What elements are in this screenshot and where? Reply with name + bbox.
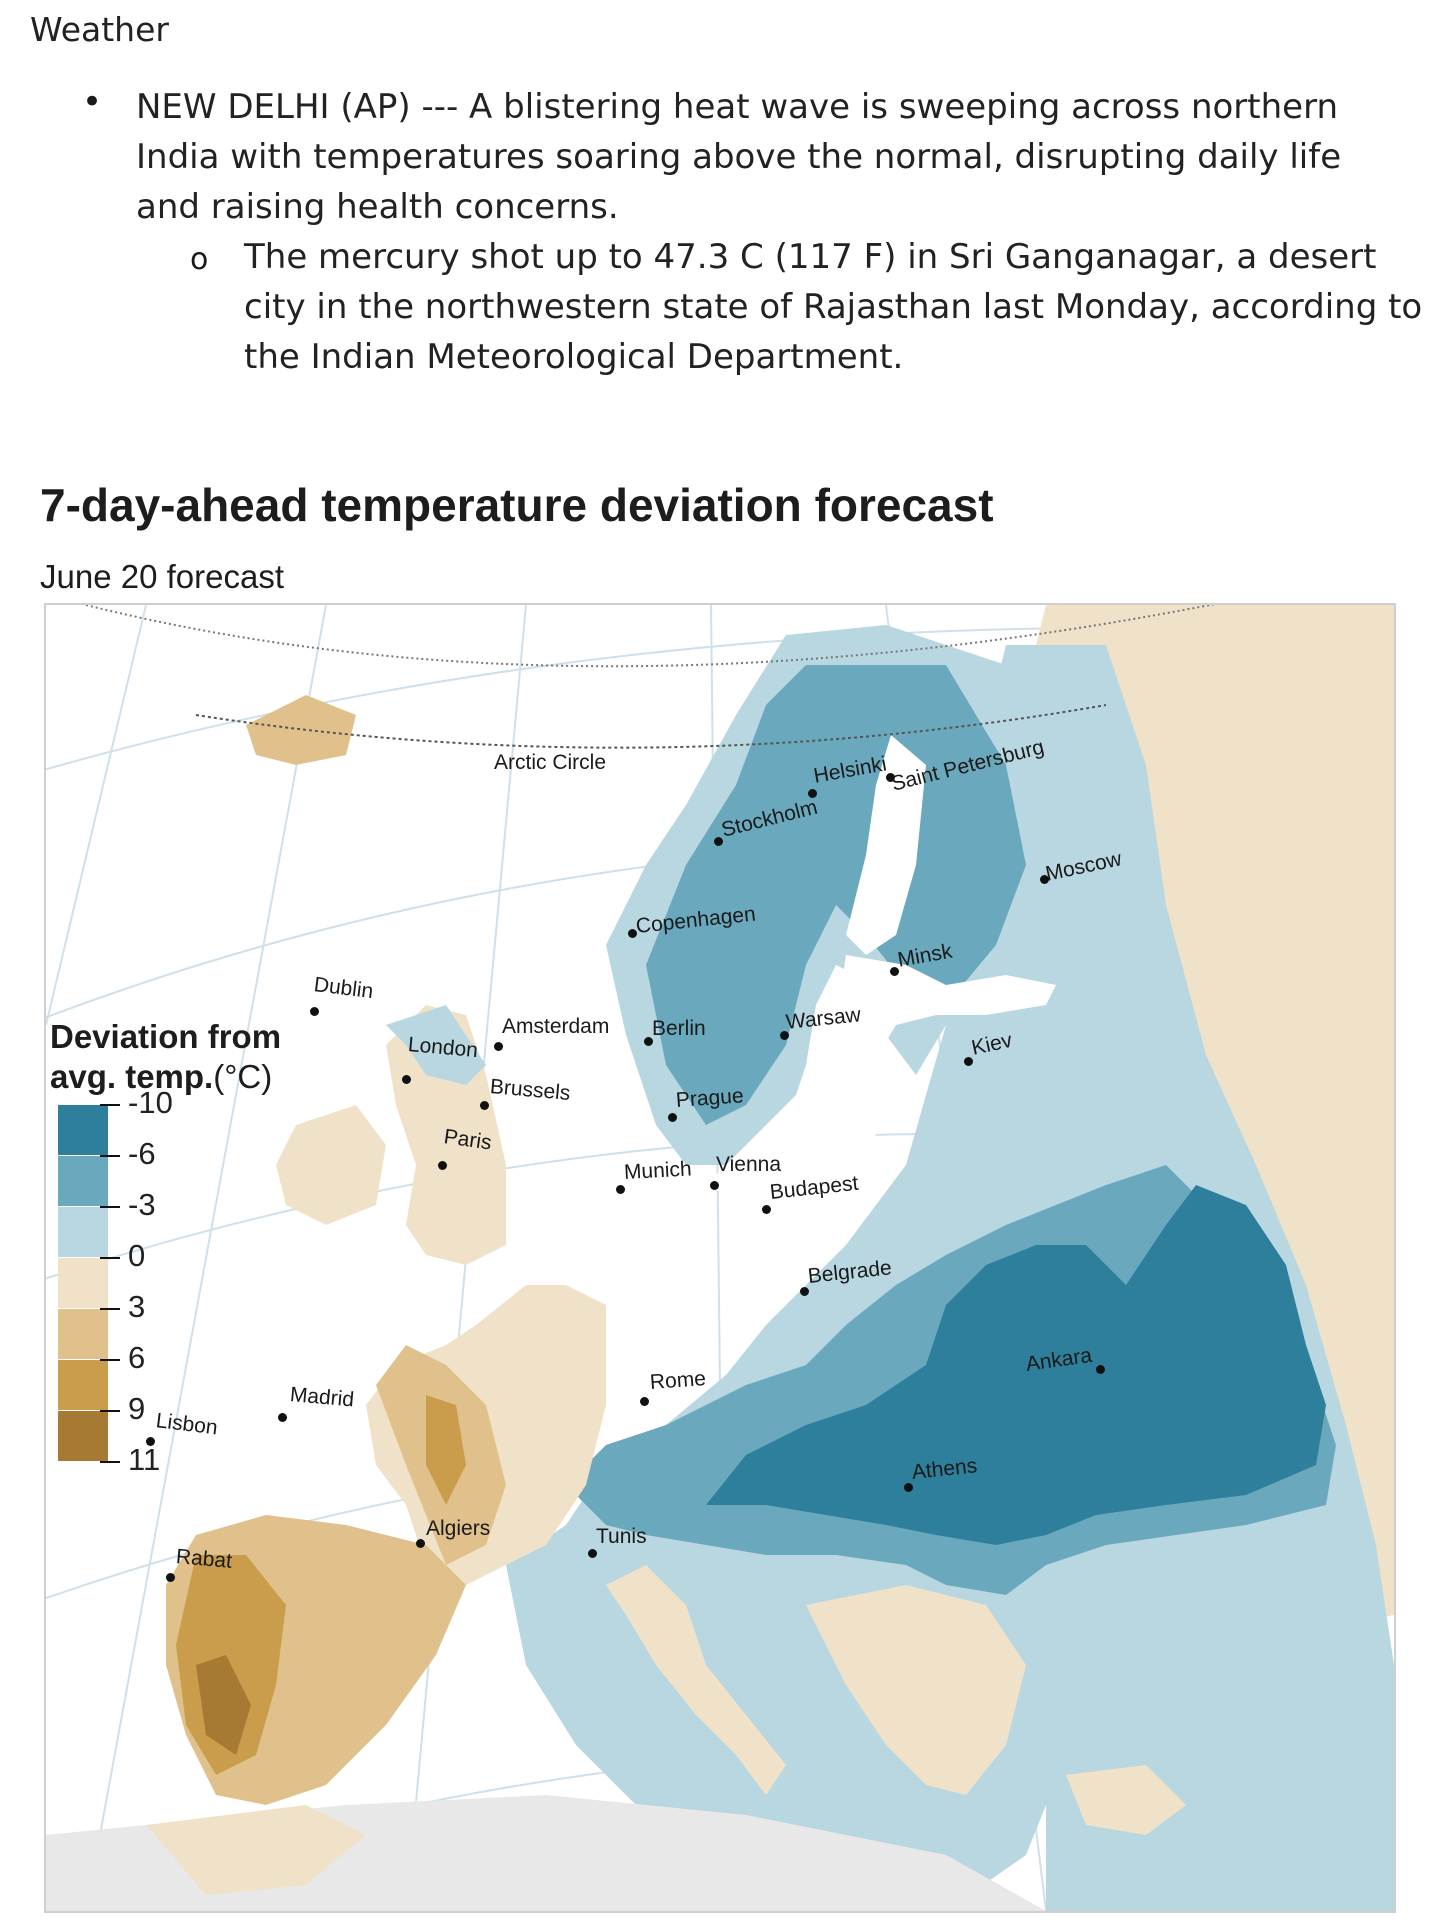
sub-bullet-marker: o	[190, 242, 209, 277]
italy	[606, 1565, 786, 1795]
baltic-sea	[706, 955, 1056, 1205]
city-label-amsterdam: Amsterdam	[502, 1015, 610, 1038]
legend-label: -6	[128, 1136, 156, 1171]
city-label-algiers: Algiers	[426, 1517, 491, 1540]
scandinavia-medium-blue	[646, 665, 1026, 1125]
legend-label: 0	[128, 1238, 146, 1273]
city-label-tunis: Tunis	[596, 1525, 647, 1548]
legend-swatch	[58, 1411, 108, 1461]
document-heading: Weather	[30, 10, 169, 49]
arctic-circle-label: Arctic Circle	[494, 751, 607, 774]
map-title: 7-day-ahead temperature deviation foreca…	[40, 479, 994, 531]
city-dot-berlin	[644, 1037, 653, 1046]
city-dot-belgrade	[800, 1287, 809, 1296]
bullet-text: NEW DELHI (AP) --- A blistering heat wav…	[136, 87, 1342, 227]
legend-label: 3	[128, 1289, 146, 1324]
legend-tick	[100, 1308, 120, 1310]
legend-title: Deviation from avg. temp.(°C)	[50, 1017, 281, 1097]
city-dot-madrid	[278, 1413, 287, 1422]
bullet-marker: •	[82, 82, 103, 122]
turkey-beige	[1066, 1765, 1186, 1835]
temperature-map: Arctic Circle Deviation from avg. temp.(…	[44, 603, 1396, 1913]
city-label-rome: Rome	[649, 1367, 707, 1394]
city-dot-saint-petersburg	[886, 773, 895, 782]
legend-tick	[100, 1359, 120, 1361]
city-label-berlin: Berlin	[652, 1017, 706, 1040]
city-dot-dublin	[310, 1007, 319, 1016]
city-dot-warsaw	[780, 1031, 789, 1040]
turkey-lightblue	[1046, 1705, 1394, 1911]
city-dot-paris	[438, 1161, 447, 1170]
legend-swatch	[58, 1105, 108, 1155]
city-dot-kiev	[964, 1057, 973, 1066]
legend-swatch	[58, 1360, 108, 1410]
legend-tick	[100, 1155, 120, 1157]
map-graphic	[46, 605, 1394, 1911]
legend-label: 11	[128, 1442, 161, 1477]
ireland	[276, 1105, 386, 1225]
city-dot-rome	[640, 1397, 649, 1406]
legend-title-line1: Deviation from	[50, 1018, 282, 1055]
france-hot	[426, 1395, 466, 1505]
legend-tick	[100, 1461, 120, 1463]
city-dot-rabat	[166, 1573, 175, 1582]
city-dot-tunis	[588, 1549, 597, 1558]
city-dot-copenhagen	[628, 929, 637, 938]
legend-swatch	[58, 1309, 108, 1359]
map-subtitle: June 20 forecast	[40, 558, 284, 595]
city-dot-helsinki	[808, 789, 817, 798]
city-label-rabat: Rabat	[175, 1545, 233, 1573]
legend-label: 9	[128, 1391, 146, 1426]
iceland	[246, 695, 356, 765]
legend-swatch	[58, 1258, 108, 1308]
legend-unit: (°C)	[213, 1058, 273, 1095]
iberia-hottest	[196, 1655, 251, 1755]
scotland-lightblue	[386, 1005, 486, 1085]
polar-dotted-line	[85, 605, 1215, 668]
legend-label: 6	[128, 1340, 146, 1375]
city-dot-vienna	[710, 1181, 719, 1190]
legend-swatch	[58, 1156, 108, 1206]
legend-tick	[100, 1206, 120, 1208]
legend-label: -10	[128, 1085, 173, 1120]
balkans-beige	[806, 1585, 1026, 1795]
city-dot-brussels	[480, 1101, 489, 1110]
city-dot-algiers	[416, 1539, 425, 1548]
cold-core-region	[706, 1185, 1326, 1545]
city-dot-ankara	[1096, 1365, 1105, 1374]
morocco-beige	[146, 1805, 366, 1895]
city-dot-stockholm	[714, 837, 723, 846]
legend-tick	[100, 1257, 120, 1259]
city-label-munich: Munich	[623, 1157, 693, 1184]
city-dot-amsterdam	[494, 1042, 503, 1051]
city-dot-minsk	[890, 967, 899, 976]
city-label-prague: Prague	[675, 1084, 745, 1112]
gulf-of-bothnia	[846, 735, 926, 955]
city-dot-athens	[904, 1483, 913, 1492]
city-dot-munich	[616, 1185, 625, 1194]
city-dot-lisbon	[146, 1437, 155, 1446]
legend-label: -3	[128, 1187, 156, 1222]
legend-title-line2: avg. temp.	[50, 1058, 214, 1095]
legend-swatch	[58, 1207, 108, 1257]
city-dot-prague	[668, 1113, 677, 1122]
city-dot-budapest	[762, 1205, 771, 1214]
legend-tick	[100, 1104, 120, 1106]
city-label-vienna: Vienna	[716, 1153, 782, 1176]
legend-tick	[100, 1410, 120, 1412]
city-dot-london	[402, 1075, 411, 1084]
city-dot-moscow	[1040, 875, 1049, 884]
sub-bullet-text: The mercury shot up to 47.3 C (117 F) in…	[244, 237, 1423, 377]
